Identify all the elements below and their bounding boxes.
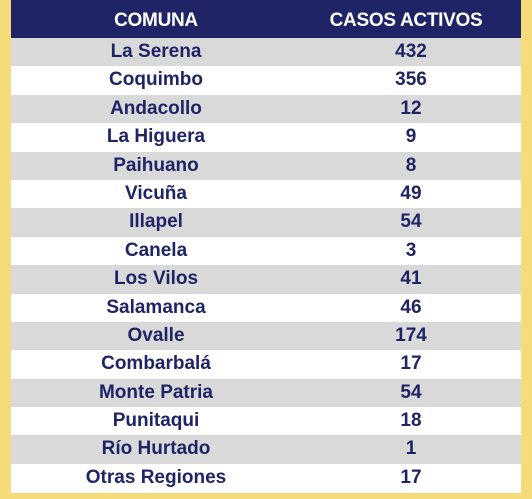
commune-name: Canela (124, 239, 188, 261)
active-cases-value: 54 (400, 381, 422, 403)
commune-name: La Serena (110, 41, 202, 62)
commune-name: Monte Patria (98, 381, 214, 403)
commune-name: Vicuña (125, 182, 187, 204)
table-row: Punitaqui 18 (11, 407, 521, 435)
commune-name: Río Hurtado (101, 438, 211, 460)
table-body: La Serena 432 Coquimbo 356 Andacollo 12 La Hig… (11, 38, 521, 492)
active-cases-value: 1 (405, 438, 417, 460)
active-cases-value: 9 (405, 126, 417, 148)
active-cases-value: 12 (400, 97, 422, 119)
table-row: Monte Patria 54 (11, 378, 521, 408)
active-cases-value: 54 (400, 211, 422, 233)
commune-name: Salamanca (106, 296, 206, 318)
table-row: La Serena 432 (11, 38, 521, 67)
table-header: COMUNA CASOS ACTIVOS (11, 0, 521, 38)
table-row: Paihuano 8 (11, 151, 521, 180)
commune-name: Coquimbo (109, 69, 203, 91)
commune-name: Illapel (129, 211, 183, 233)
table-row: Andacollo 12 (11, 94, 521, 124)
commune-name: La Higuera (106, 126, 206, 148)
table-row: Combarbalá 17 (11, 350, 521, 378)
table-row: Canela 3 (11, 237, 521, 265)
active-cases-value: 17 (400, 353, 422, 375)
table-row: Coquimbo 356 (11, 66, 521, 94)
table-row: Ovalle 174 (11, 321, 521, 351)
active-cases-value: 3 (405, 239, 417, 261)
table-row: Los Vilos 41 (11, 265, 521, 294)
active-cases-value: 432 (395, 41, 427, 62)
commune-name: Andacollo (110, 97, 202, 119)
commune-name: Combarbalá (101, 353, 211, 375)
active-cases-value: 8 (405, 154, 417, 176)
table-row: Salamanca 46 (11, 294, 521, 322)
active-cases-value: 46 (400, 296, 422, 318)
active-cases-value: 41 (400, 268, 422, 290)
active-cases-value: 174 (395, 324, 427, 346)
commune-name: Los Vilos (113, 268, 199, 290)
active-cases-value: 18 (400, 410, 422, 432)
active-cases-value: 356 (395, 69, 427, 91)
table-row: Illapel 54 (11, 208, 521, 237)
table-row: Vicuña 49 (11, 180, 521, 208)
table-row: La Higuera 9 (11, 123, 521, 151)
commune-name: Otras Regiones (85, 466, 227, 488)
header-commune: COMUNA (114, 10, 198, 31)
table-row: Río Hurtado 1 (11, 435, 521, 464)
header-active-cases: CASOS ACTIVOS (329, 10, 483, 31)
commune-name: Paihuano (113, 154, 199, 176)
commune-name: Ovalle (127, 324, 185, 346)
active-cases-value: 17 (400, 466, 422, 488)
commune-name: Punitaqui (112, 410, 200, 432)
table-row: Otras Regiones 17 (11, 464, 521, 492)
cases-table: COMUNA CASOS ACTIVOS La Serena 432 Coquimb… (11, 0, 521, 493)
active-cases-value: 49 (400, 182, 422, 204)
